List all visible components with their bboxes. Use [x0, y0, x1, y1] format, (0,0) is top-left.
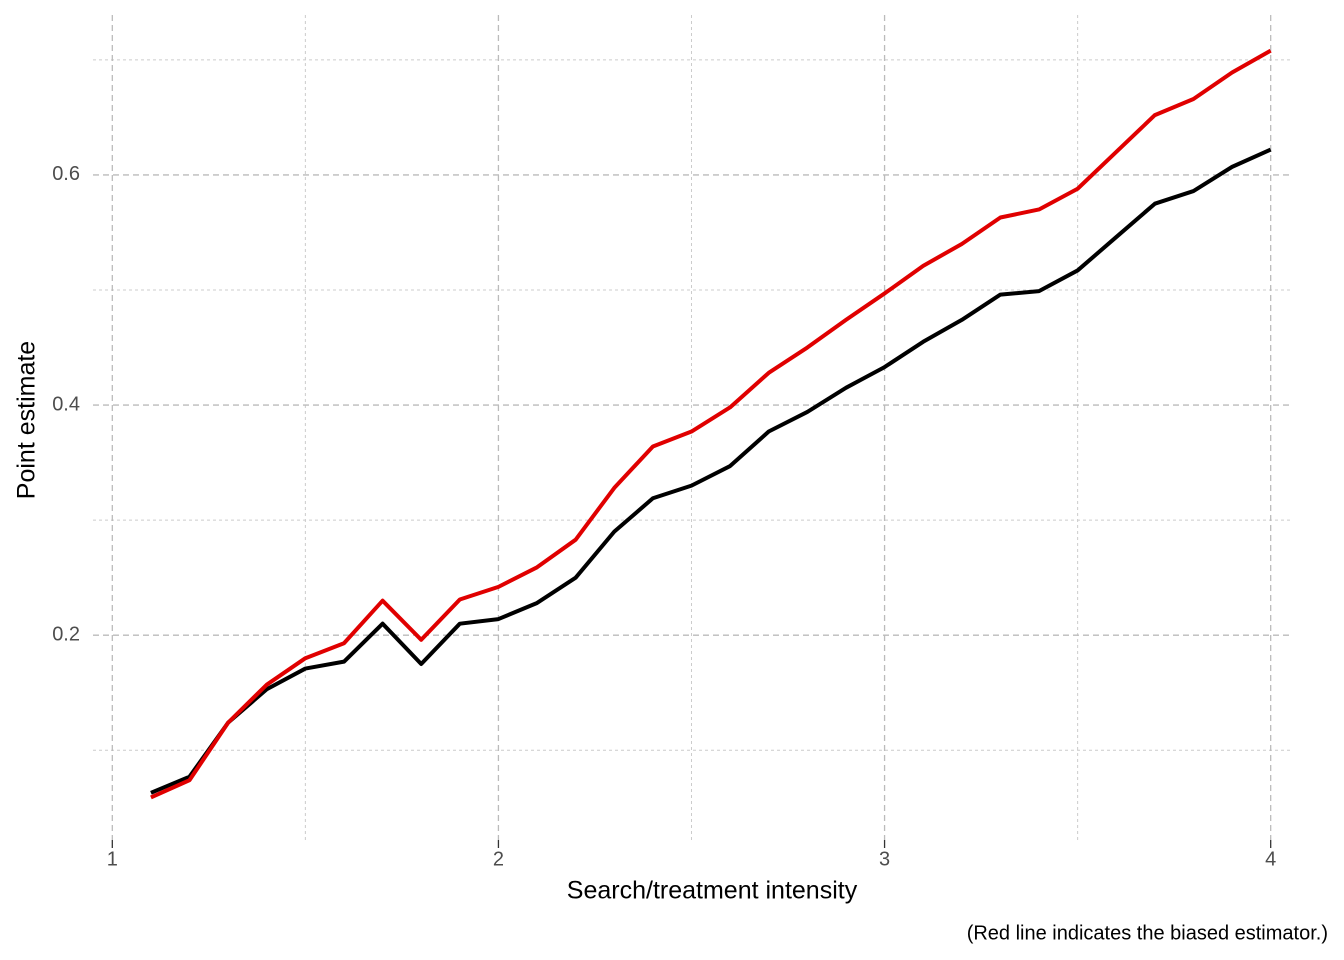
- x-tick-label: 1: [107, 848, 118, 870]
- series-line: [150, 48, 1272, 800]
- y-axis-label: Point estimate: [13, 341, 41, 499]
- series-line: [150, 147, 1272, 795]
- x-tick-label: 2: [493, 848, 504, 870]
- y-tick-label: 0.2: [52, 623, 80, 645]
- y-tick-label: 0.4: [52, 393, 80, 415]
- x-tick-label: 3: [879, 848, 890, 870]
- caption: (Red line indicates the biased estimator…: [967, 922, 1328, 944]
- y-tick-label: 0.6: [52, 163, 80, 185]
- x-tick-label: 4: [1265, 848, 1276, 870]
- x-axis-label: Search/treatment intensity: [567, 877, 858, 905]
